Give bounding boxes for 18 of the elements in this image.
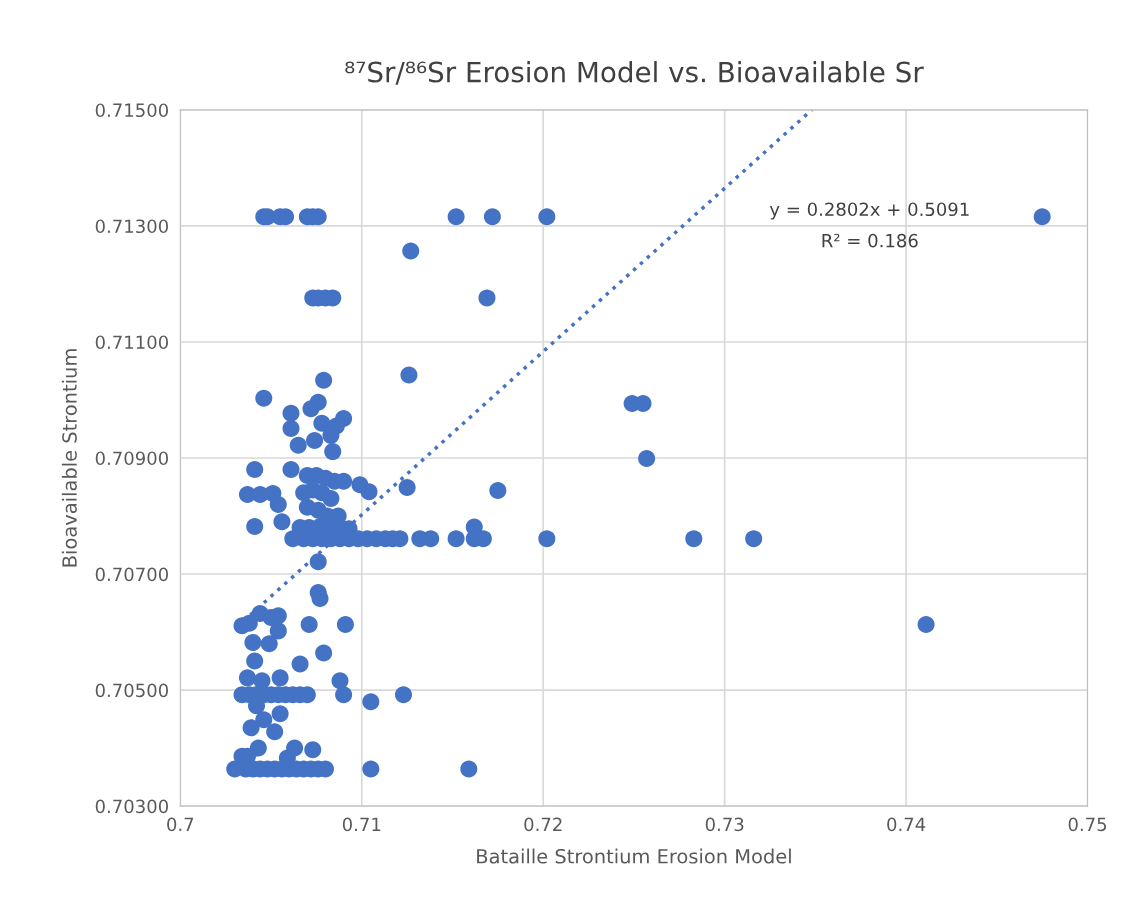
chart-title: ⁸⁷Sr/⁸⁶Sr Erosion Model vs. Bioavailable Sr xyxy=(345,61,924,85)
x-tick-label: 0.71 xyxy=(342,817,381,832)
y-axis-title: Bioavailable Strontium xyxy=(61,349,77,567)
y-tick-label: 0.70500 xyxy=(95,683,169,698)
y-tick-label: 0.70700 xyxy=(95,567,169,582)
x-tick-label: 0.75 xyxy=(1068,817,1107,832)
y-tick-label: 0.70900 xyxy=(95,451,169,466)
annotation: y = 0.2802x + 0.5091 xyxy=(769,202,969,220)
y-tick-label: 0.71300 xyxy=(95,219,169,234)
y-tick-label: 0.71100 xyxy=(95,335,169,350)
x-tick-label: 0.7 xyxy=(167,817,194,832)
x-tick-label: 0.72 xyxy=(524,817,562,832)
y-tick-label: 0.70300 xyxy=(95,799,169,814)
y-tick-label: 0.71500 xyxy=(95,103,169,118)
x-tick-label: 0.74 xyxy=(887,817,926,832)
x-tick-label: 0.73 xyxy=(705,817,744,832)
annotation: R² = 0.186 xyxy=(822,233,918,248)
x-axis-title: Bataille Strontium Erosion Model xyxy=(477,848,791,864)
